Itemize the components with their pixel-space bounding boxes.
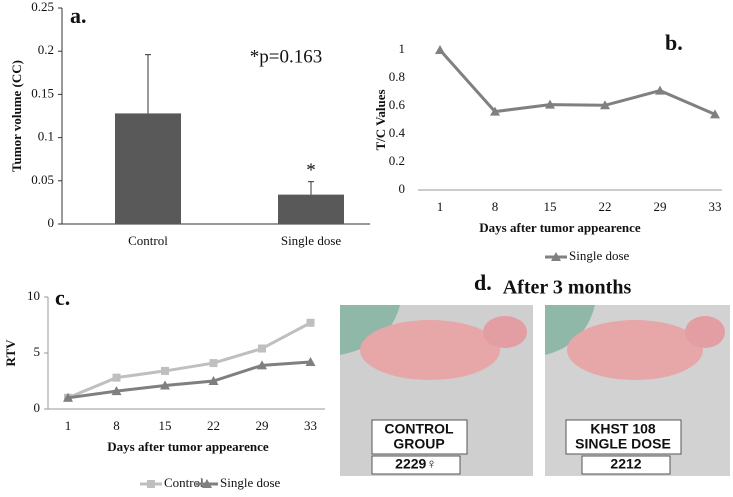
y-tick-label: 0.6 [389, 97, 406, 112]
photo-title: After 3 months [503, 277, 632, 299]
x-tick-label: 1 [65, 418, 72, 433]
annotation: * [306, 160, 316, 181]
y-tick-label: 0.4 [389, 125, 406, 140]
marker [435, 45, 445, 54]
y-axis-label: Tumor volume (CC) [9, 60, 24, 172]
annotation: *p=0.163 [250, 46, 322, 67]
y-tick-label: 0 [48, 215, 55, 230]
glove [340, 305, 400, 355]
y-tick-label: 1 [399, 41, 406, 56]
photo: CONTROL GROUP 2229♀ [340, 305, 533, 476]
x-tick-label: 15 [159, 418, 172, 433]
card-text: SINGLE DOSE [575, 436, 671, 452]
marker [306, 318, 315, 327]
marker [305, 356, 316, 366]
legend-label: Single dose [569, 248, 630, 263]
marker [258, 344, 266, 353]
x-tick-label: 29 [256, 418, 269, 433]
card-text: CONTROL [384, 421, 454, 437]
x-axis-label: Days after tumor appearence [107, 439, 269, 454]
card-number: 2229♀ [395, 456, 437, 472]
marker [147, 480, 155, 488]
marker [257, 360, 267, 370]
marker [160, 380, 170, 390]
panel-label: d. [474, 270, 492, 295]
x-tick-label: 33 [709, 199, 722, 214]
y-tick-label: 0.25 [31, 0, 54, 14]
y-tick-label: 0.2 [38, 42, 54, 57]
x-tick-label: 8 [113, 418, 120, 433]
line [67, 360, 311, 400]
marker [600, 100, 610, 110]
marker [551, 252, 561, 261]
marker [112, 373, 121, 382]
y-tick-label: 0 [399, 181, 406, 196]
card [371, 455, 461, 475]
bar [115, 113, 181, 224]
x-tick-label: 1 [437, 199, 444, 214]
x-tick-label: Single dose [281, 233, 342, 248]
mouse-head [685, 316, 725, 348]
marker [490, 106, 500, 116]
x-axis-label: Days after tumor appearence [479, 220, 641, 235]
y-tick-label: 0.2 [389, 153, 405, 168]
y-tick-label: 5 [34, 344, 41, 359]
marker [111, 386, 122, 396]
y-tick-label: 0.1 [38, 129, 54, 144]
line [438, 49, 716, 116]
marker [208, 376, 219, 385]
y-axis-label: T/C Values [373, 89, 388, 150]
y-tick-label: 0.05 [31, 172, 54, 187]
photo-panel: d. After 3 months CONTROL GROUP 2229♀ KH… [340, 270, 730, 476]
card [565, 419, 682, 455]
marker [710, 109, 720, 119]
y-axis-label: RTV [3, 339, 18, 367]
legend-label: Control [164, 475, 204, 490]
glove [545, 305, 595, 355]
panel-label: a. [70, 3, 87, 28]
y-tick-label: 0.8 [389, 69, 405, 84]
card-text: GROUP [393, 436, 444, 452]
mouse-body [567, 320, 703, 380]
marker [161, 366, 169, 375]
panel-label: b. [665, 30, 683, 55]
marker [202, 479, 212, 488]
marker [545, 99, 555, 109]
x-tick-label: 33 [304, 418, 317, 433]
y-tick-label: 0.15 [31, 85, 54, 100]
photo: KHST 108 SINGLE DOSE 2212 [545, 305, 730, 476]
x-tick-label: Control [128, 233, 168, 248]
bar [278, 194, 344, 224]
legend-label: Single dose [220, 475, 281, 490]
marker [63, 392, 73, 402]
card-text: KHST 108 [590, 421, 656, 437]
y-tick-label: 10 [27, 288, 40, 303]
line [67, 321, 312, 400]
x-tick-label: 22 [599, 199, 612, 214]
x-tick-label: 29 [654, 199, 667, 214]
mouse-body [360, 320, 500, 380]
card [371, 419, 468, 455]
x-tick-label: 8 [492, 199, 499, 214]
card-number: 2212 [610, 456, 641, 472]
x-tick-label: 15 [544, 199, 557, 214]
marker [209, 359, 218, 368]
y-tick-label: 0 [34, 400, 41, 415]
marker [655, 85, 665, 95]
card [581, 455, 671, 475]
panel-label: c. [55, 285, 70, 310]
mouse-head [483, 316, 527, 348]
x-tick-label: 22 [207, 418, 220, 433]
